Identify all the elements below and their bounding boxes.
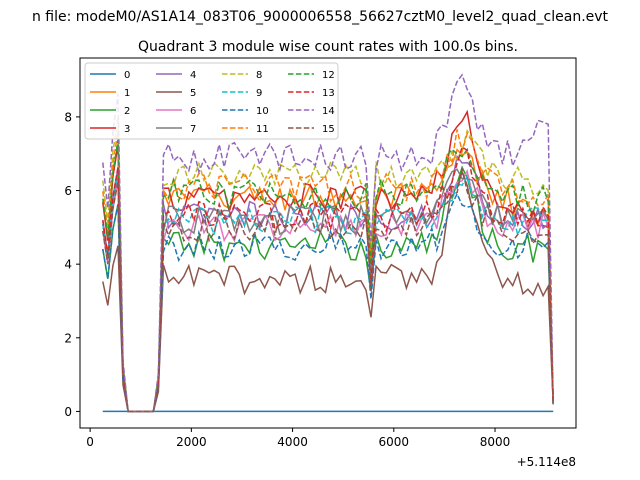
legend-label-10: 10: [256, 106, 269, 117]
legend-box: [84, 62, 339, 140]
series-line-13: [102, 145, 554, 413]
legend-label-12: 12: [322, 70, 335, 81]
x-tick-label: 2000: [176, 435, 207, 449]
y-tick-label: 2: [64, 331, 72, 345]
x-axis: 0 2000 4000 6000 8000: [86, 428, 510, 449]
series-line-7: [102, 168, 554, 413]
series-line-5: [102, 169, 554, 413]
series-line-14: [102, 73, 554, 413]
y-axis: 0 2 4 6 8: [64, 110, 80, 419]
legend-label-0: 0: [124, 70, 130, 81]
x-tick-label: 4000: [277, 435, 308, 449]
y-tick-label: 8: [64, 110, 72, 124]
series-line-4: [102, 154, 554, 413]
series-line-10: [102, 192, 554, 413]
legend-label-3: 3: [124, 124, 130, 135]
legend-label-9: 9: [256, 88, 262, 99]
series-line-11: [102, 129, 554, 413]
x-tick-label: 6000: [379, 435, 410, 449]
x-tick-label: 0: [86, 435, 94, 449]
legend-label-13: 13: [322, 88, 335, 99]
series-line-8: [102, 116, 554, 413]
legend-label-14: 14: [322, 106, 335, 117]
legend-label-8: 8: [256, 70, 262, 81]
legend-label-4: 4: [190, 70, 196, 81]
y-tick-label: 0: [64, 405, 72, 419]
series-line-6: [102, 168, 554, 413]
suptitle: n file: modeM0/AS1A14_083T06_9000006558_…: [32, 9, 609, 25]
legend-label-6: 6: [190, 106, 196, 117]
plot-lines: [102, 73, 554, 413]
legend-label-7: 7: [190, 124, 196, 135]
y-tick-label: 4: [64, 258, 72, 272]
plot-frame: [79, 57, 577, 429]
legend-label-11: 11: [256, 124, 269, 135]
chart-title: Quadrant 3 module wise count rates with …: [138, 39, 518, 55]
legend-label-15: 15: [322, 124, 335, 135]
legend-label-2: 2: [124, 106, 130, 117]
legend-label-5: 5: [190, 88, 196, 99]
series-line-9: [102, 171, 554, 413]
series-line-3: [102, 109, 554, 413]
x-tick-label: 8000: [480, 435, 511, 449]
series-line-15: [102, 168, 554, 413]
x-offset-label: +5.114e8: [517, 455, 576, 469]
series-line-12: [102, 139, 554, 413]
y-tick-label: 6: [64, 184, 72, 198]
legend-label-1: 1: [124, 88, 130, 99]
